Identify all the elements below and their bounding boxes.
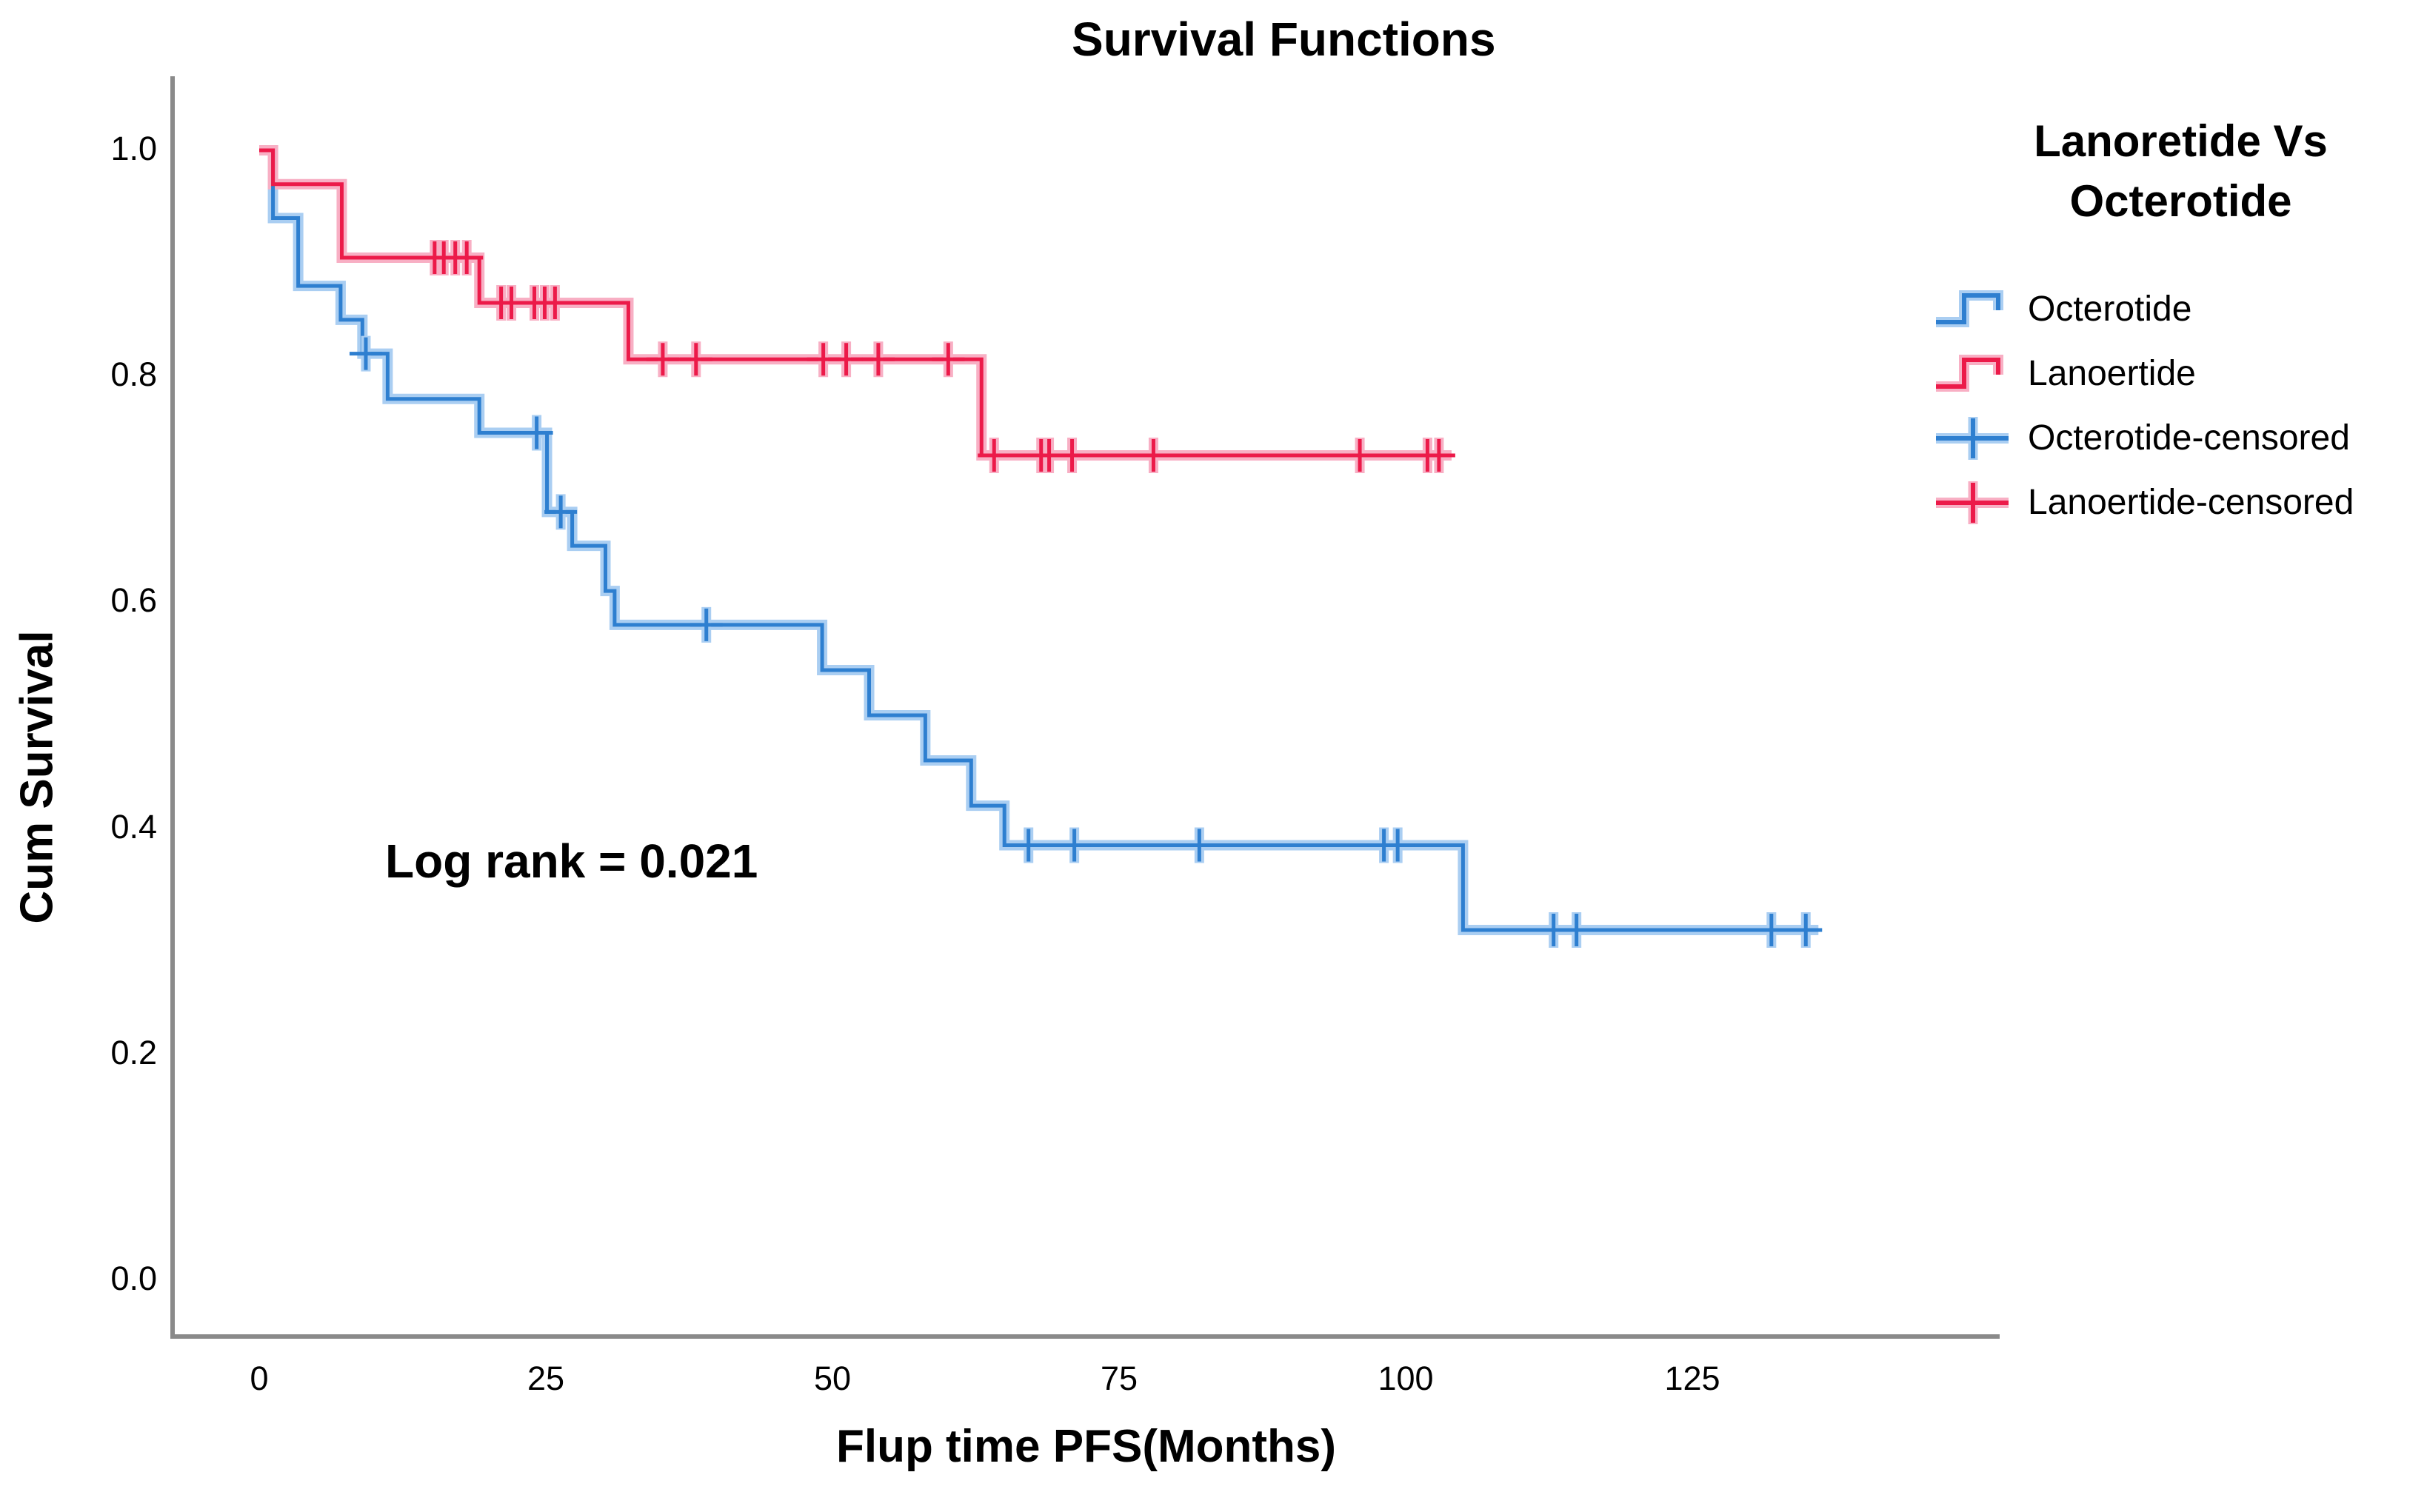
legend-entries: Octerotide Lanoertide Octerotide-censored L…: [1934, 277, 2427, 535]
log-rank-annotation: Log rank = 0.021: [385, 834, 758, 888]
chart-title: Survival Functions: [1072, 13, 1496, 66]
legend-label: Lanoertide-censored: [2028, 483, 2354, 522]
x-tick-label-0: 0: [250, 1359, 269, 1397]
legend-title: Lanoretide Vs Octerotide: [2034, 116, 2328, 226]
series-line-lanoertide: [259, 148, 1452, 458]
series-line-octerotide: [259, 148, 1819, 932]
x-tick-label-25: 25: [527, 1359, 565, 1397]
legend-entry-lanoertide: Lanoertide: [1934, 341, 2427, 406]
x-axis-title: Flup time PFS(Months): [835, 1421, 1337, 1472]
x-tick-label-50: 50: [813, 1359, 852, 1397]
step-line-glyph-lanoertide: [1936, 354, 2003, 392]
x-tick-label-125: 125: [1664, 1359, 1720, 1397]
y-tick-label-1.0: 1.0: [110, 129, 157, 167]
step-line-glyph-octerotide: [1936, 290, 2003, 327]
y-tick-label-0.4: 0.4: [110, 807, 157, 846]
y-tick-label-0.8: 0.8: [110, 355, 157, 394]
series-halo-lanoertide: [259, 145, 1452, 461]
legend-entry-octerotide-censored: Octerotide-censored: [1934, 406, 2427, 470]
legend-label: Octerotide-censored: [2028, 418, 2350, 458]
y-axis-title: Cum Survival: [11, 630, 63, 924]
x-tick-label-100: 100: [1378, 1359, 1434, 1397]
series-halo-octerotide: [259, 145, 1819, 935]
legend: Lanoretide Vs Octerotide Octerotide Lanoe…: [1934, 111, 2427, 535]
y-tick-label-0.2: 0.2: [110, 1033, 157, 1071]
y-tick-label-0.0: 0.0: [110, 1259, 157, 1297]
legend-label: Lanoertide: [2028, 354, 2196, 393]
legend-entry-lanoertide-censored: Lanoertide-censored: [1934, 470, 2427, 535]
censor-plus-glyph-lanoertide-censored: [1936, 481, 2009, 524]
x-tick-label-75: 75: [1100, 1359, 1138, 1397]
legend-label: Octerotide: [2028, 290, 2192, 329]
y-tick-label-0.6: 0.6: [110, 581, 157, 620]
censor-plus-glyph-octerotide-censored: [1936, 416, 2009, 460]
legend-entry-octerotide: Octerotide: [1934, 277, 2427, 341]
